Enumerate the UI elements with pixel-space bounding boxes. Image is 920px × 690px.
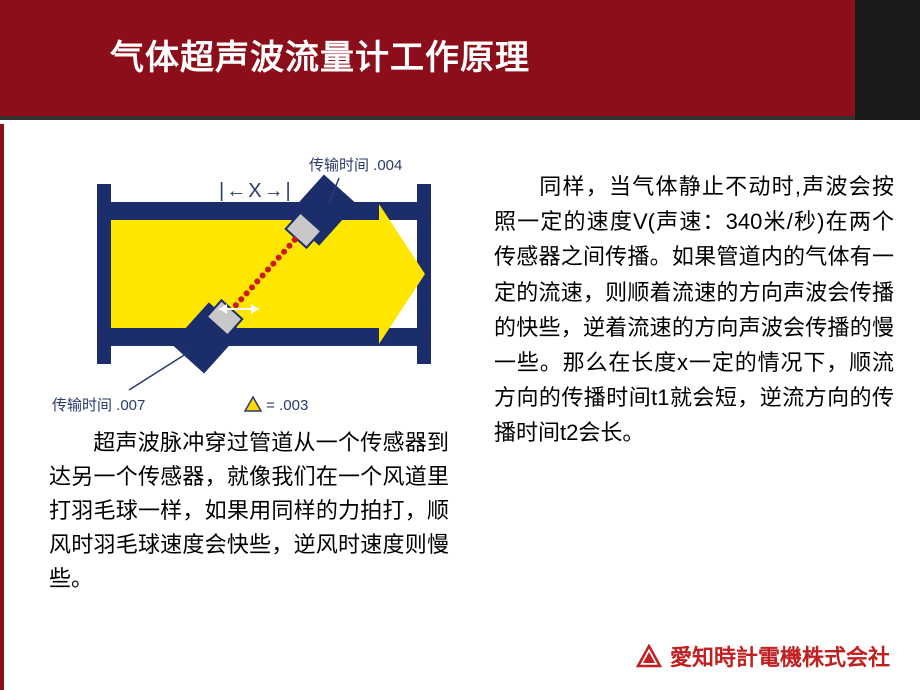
company-logo: 愛知時計電機株式会社 [636,640,890,672]
label-time-difference: = .003 [244,396,308,414]
label-transmit-time-top: 传输时间 .004 [309,154,402,175]
header-right-strip [855,0,920,120]
logo-text: 愛知時計電機株式会社 [670,640,890,672]
logo-mark-icon [636,644,662,668]
label-delta-text: = .003 [266,397,308,414]
right-paragraph-text: 同样，当气体静止不动时,声波会按照一定的速度V(声速：340米/秒)在两个传感器… [494,174,894,445]
left-body-text: 超声波脉冲穿过管道从一个传感器到达另一个传感器，就像我们在一个风道里打羽毛球一样… [49,426,449,596]
label-transmit-time-bottom: 传输时间 .007 [52,394,145,415]
content-area: 传输时间 .004 |←X→| [0,124,920,690]
delta-triangle-icon [244,396,262,412]
right-body-text: 同样，当气体静止不动时,声波会按照一定的速度V(声速：340米/秒)在两个传感器… [494,169,894,451]
page-title: 气体超声波流量计工作原理 [110,30,530,79]
flowmeter-diagram: 传输时间 .004 |←X→| [44,154,464,434]
pipe-cross-section-svg [79,174,449,394]
left-paragraph-text: 超声波脉冲穿过管道从一个传感器到达另一个传感器，就像我们在一个风道里打羽毛球一样… [49,430,449,591]
